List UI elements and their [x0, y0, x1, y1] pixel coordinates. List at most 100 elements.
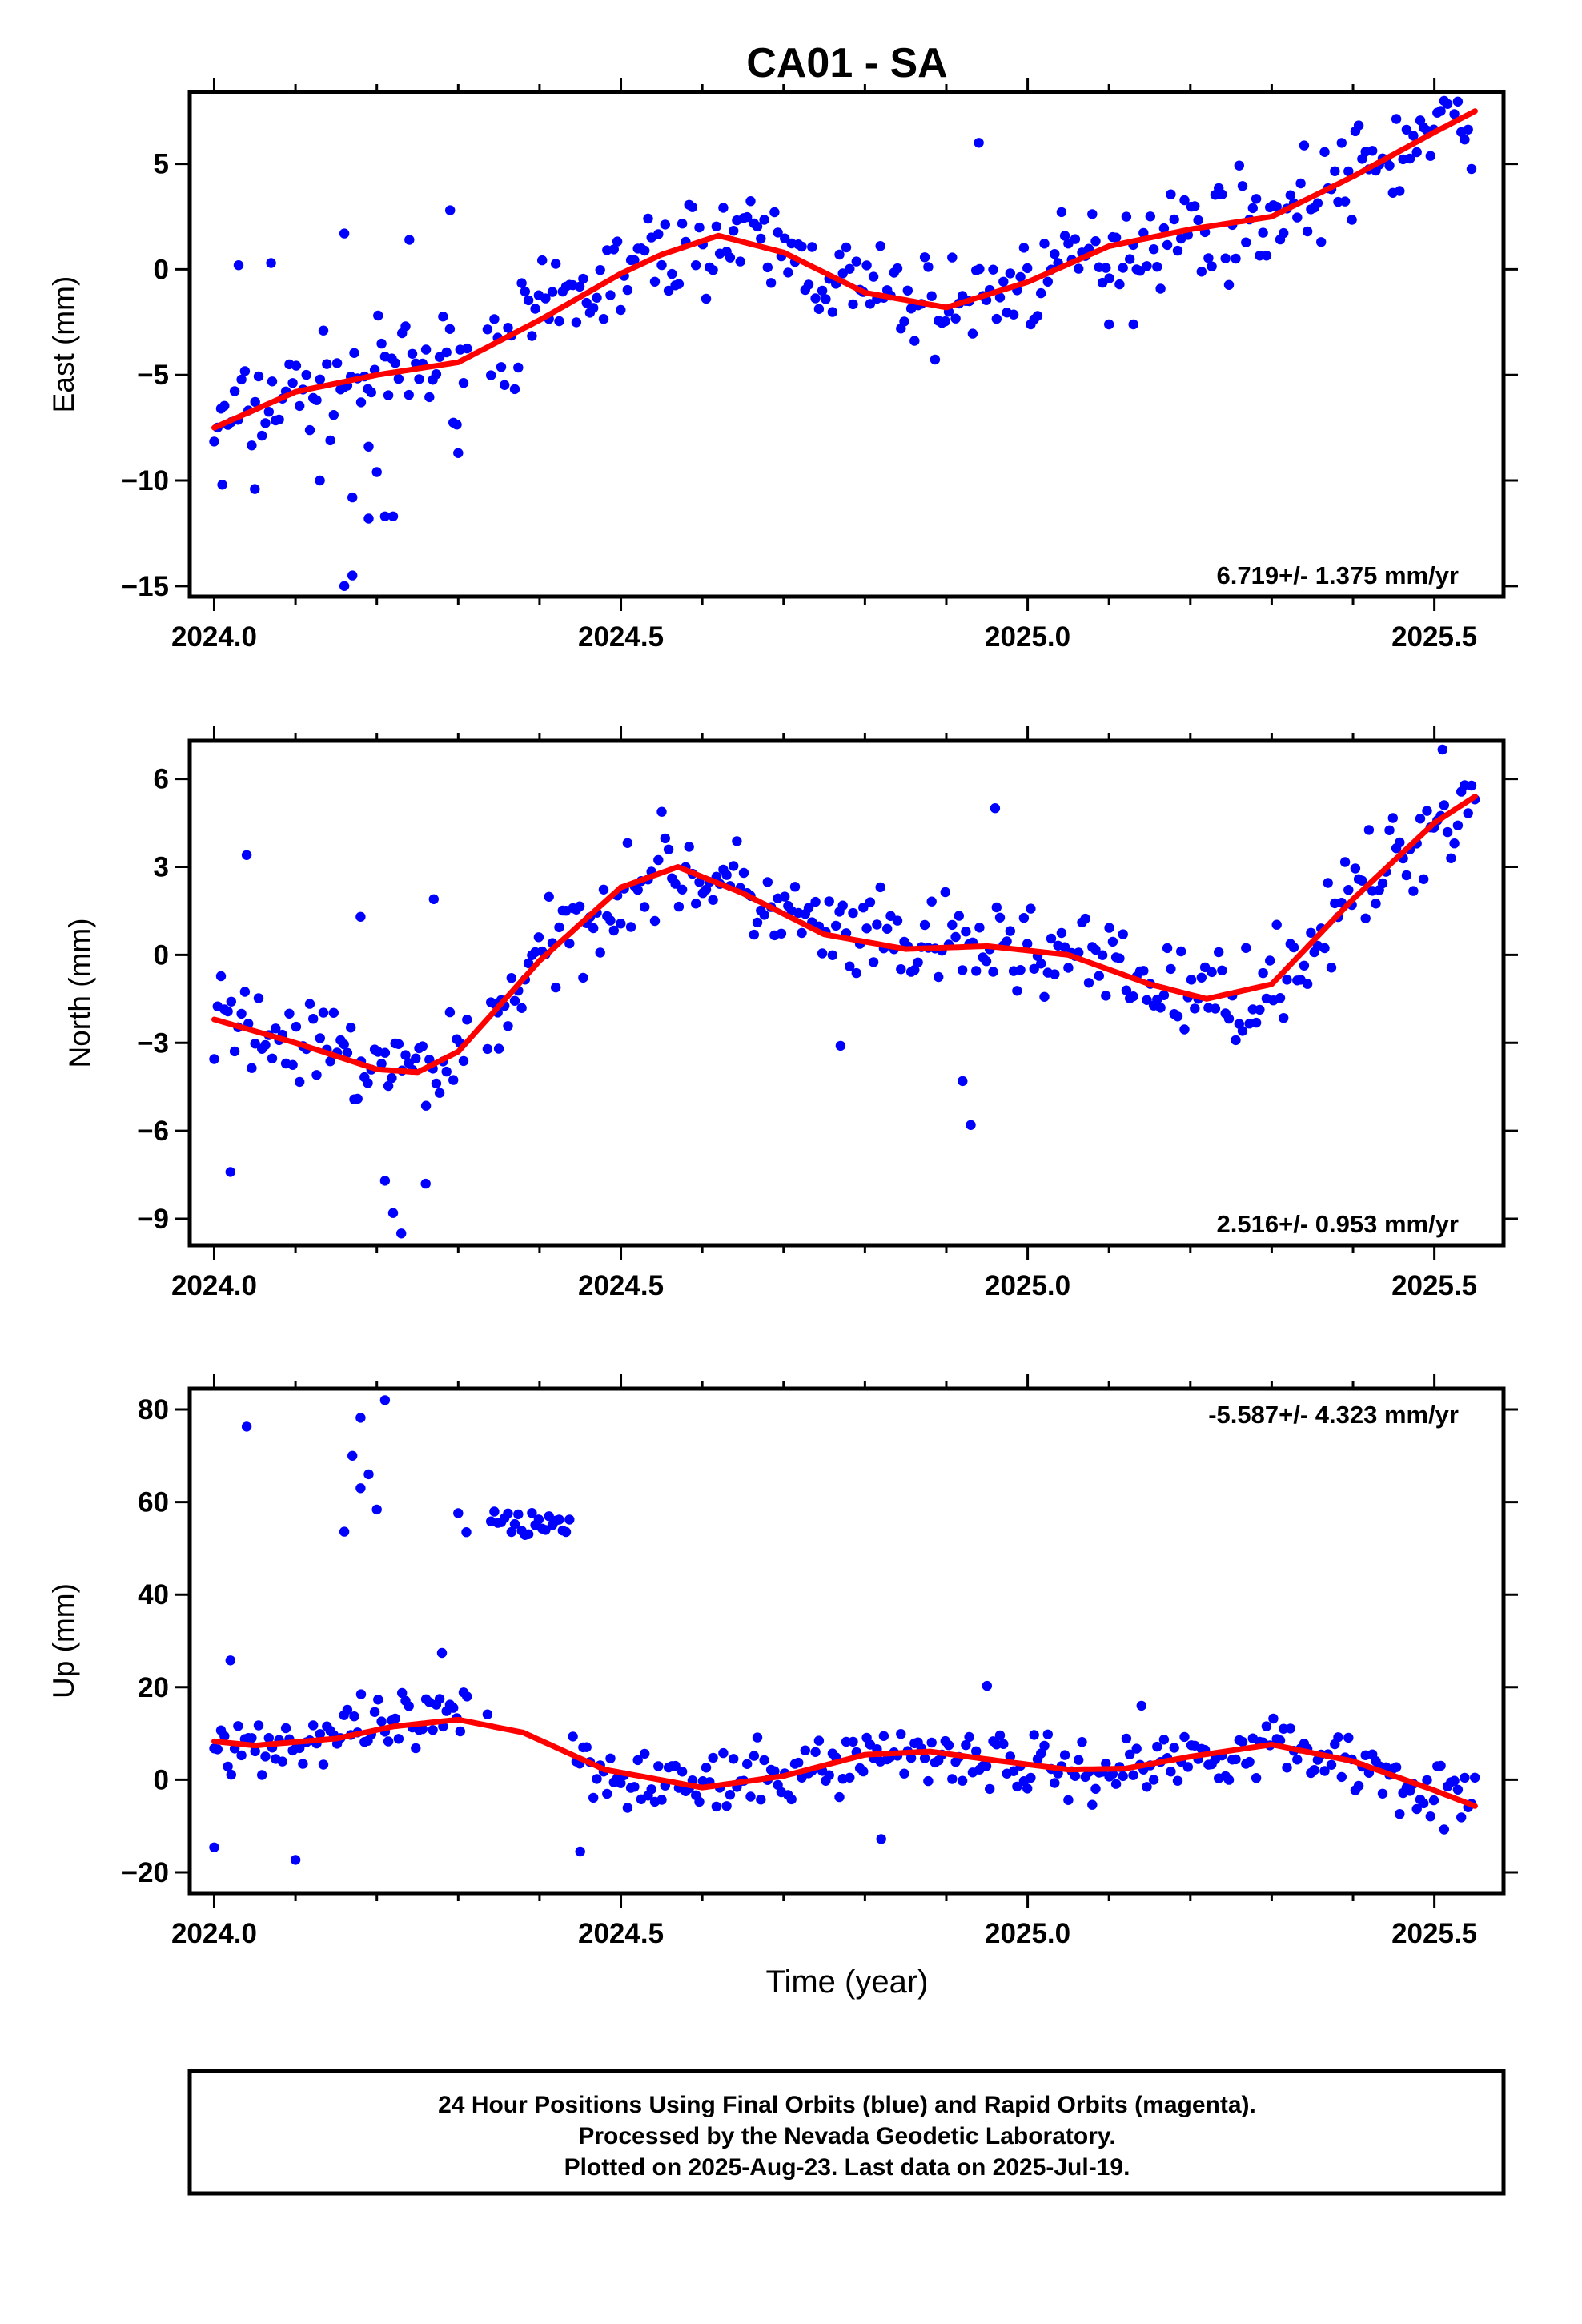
north-data-point	[588, 923, 599, 934]
east-data-point	[1166, 189, 1176, 199]
east-data-point	[318, 325, 329, 336]
north-data-point	[892, 915, 903, 926]
up-data-point	[1039, 1740, 1050, 1751]
up-data-point	[247, 1733, 257, 1743]
east-data-point	[311, 395, 322, 405]
north-data-point	[656, 806, 667, 817]
north-data-point	[732, 836, 742, 846]
east-data-point	[813, 304, 825, 314]
east-data-point	[899, 316, 909, 327]
east-data-point	[339, 581, 350, 591]
up-data-point	[1050, 1778, 1060, 1788]
footer-line-2: Processed by the Nevada Geodetic Laborat…	[578, 2123, 1115, 2149]
up-data-point	[845, 1772, 855, 1783]
east-data-point	[1452, 96, 1464, 107]
east-data-point	[581, 297, 592, 308]
north-data-point	[625, 922, 636, 932]
east-data-point	[1142, 261, 1152, 271]
north-data-point	[616, 919, 626, 929]
north-data-point	[721, 870, 732, 880]
north-x-tick-label: 2025.0	[985, 1270, 1070, 1301]
up-data-point	[219, 1731, 230, 1742]
north-data-point	[1142, 995, 1152, 1006]
east-data-point	[322, 359, 332, 369]
north-data-point	[376, 1059, 387, 1069]
east-data-point	[1125, 254, 1135, 264]
north-data-point	[759, 910, 769, 920]
north-data-point	[1452, 820, 1464, 831]
east-data-point	[708, 265, 718, 275]
east-x-tick-label: 2025.0	[985, 621, 1070, 653]
east-data-point	[1279, 227, 1289, 239]
north-data-point	[1002, 936, 1012, 947]
up-data-point	[1275, 1735, 1286, 1746]
up-data-point	[363, 1469, 374, 1480]
north-data-point	[1097, 950, 1108, 960]
east-x-tick-label: 2024.0	[171, 621, 257, 653]
north-data-point	[420, 1100, 432, 1111]
east-points	[209, 95, 1477, 591]
north-data-point	[990, 803, 1001, 814]
up-data-point	[315, 1729, 325, 1739]
east-data-point	[848, 299, 858, 310]
up-data-point	[919, 1753, 930, 1763]
north-data-point	[339, 1039, 349, 1050]
north-data-point	[355, 911, 366, 923]
north-data-point	[1288, 942, 1299, 953]
up-data-point	[318, 1759, 329, 1770]
east-data-point	[1196, 267, 1207, 277]
east-y-tick-label: −15	[122, 571, 169, 602]
up-data-point	[1411, 1803, 1422, 1815]
north-data-point	[223, 1006, 233, 1017]
east-data-point	[301, 369, 311, 380]
east-data-point	[923, 262, 934, 272]
north-data-point	[1442, 826, 1453, 838]
up-y-tick-label: 60	[138, 1487, 169, 1518]
up-data-point	[1456, 1812, 1467, 1823]
north-data-point	[950, 931, 961, 943]
north-data-point	[311, 1070, 322, 1080]
north-data-point	[991, 902, 1002, 913]
up-data-point	[947, 1774, 958, 1784]
east-data-point	[527, 331, 537, 341]
north-data-point	[260, 1039, 271, 1051]
north-data-point	[1350, 863, 1361, 874]
east-data-point	[441, 347, 452, 358]
north-data-point	[1271, 919, 1282, 930]
north-data-point	[1251, 1017, 1262, 1028]
north-data-point	[533, 932, 544, 943]
north-data-point	[595, 947, 605, 958]
east-data-point	[643, 213, 653, 224]
up-data-point	[250, 1746, 260, 1757]
up-data-point	[1268, 1713, 1279, 1724]
up-data-point	[786, 1794, 797, 1805]
north-y-tick-label: 6	[154, 764, 169, 795]
north-points	[209, 744, 1480, 1239]
north-x-tick-label: 2025.5	[1391, 1270, 1477, 1301]
east-data-point	[1408, 131, 1419, 141]
north-data-point	[865, 897, 876, 907]
up-y-axis-label: Up (mm)	[47, 1583, 80, 1699]
east-data-point	[1395, 186, 1405, 196]
north-data-point	[267, 1053, 278, 1064]
north-data-point	[827, 950, 838, 961]
north-data-point	[837, 900, 848, 911]
north-data-point	[247, 1063, 257, 1073]
up-data-point	[1063, 1795, 1074, 1805]
east-data-point	[1101, 263, 1111, 273]
up-y-tick-label: 80	[138, 1394, 169, 1425]
up-data-point	[1029, 1730, 1039, 1740]
north-y-tick-label: 3	[154, 852, 169, 883]
footer-line-3: Plotted on 2025-Aug-23. Last data on 202…	[564, 2154, 1130, 2181]
north-data-point	[673, 901, 685, 912]
up-data-point	[223, 1761, 233, 1772]
up-data-point	[1439, 1824, 1450, 1835]
north-data-point	[308, 1014, 319, 1024]
up-data-point	[355, 1689, 367, 1699]
north-data-point	[448, 1075, 459, 1085]
north-data-point	[1063, 963, 1074, 973]
east-data-point	[379, 511, 391, 521]
up-data-point	[1110, 1779, 1122, 1789]
east-data-point	[1343, 166, 1354, 177]
east-data-point	[1223, 279, 1235, 290]
